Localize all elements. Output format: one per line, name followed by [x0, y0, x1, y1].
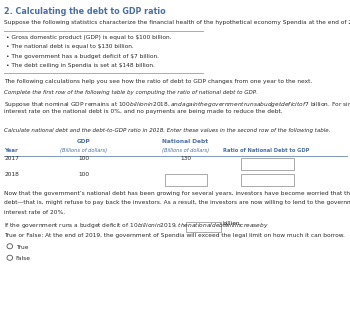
Bar [186, 222, 221, 232]
Text: Suppose the following statistics characterize the financial health of the hypoth: Suppose the following statistics charact… [4, 20, 350, 26]
Text: (Billions of dollars): (Billions of dollars) [162, 148, 209, 153]
Text: Now that the government’s national debt has been growing for several years, inve: Now that the government’s national debt … [4, 191, 350, 197]
Bar [241, 158, 294, 170]
Text: Suppose that nominal GDP remains at $100 billion in 2018, and again the governme: Suppose that nominal GDP remains at $100… [4, 100, 350, 109]
Text: • The national debt is equal to $130 billion.: • The national debt is equal to $130 bil… [6, 44, 134, 49]
Text: (Billions of dollars): (Billions of dollars) [61, 148, 107, 153]
Text: 130: 130 [180, 156, 191, 161]
Text: 100: 100 [78, 156, 90, 161]
Text: interest rate on the national debt is 0%, and no payments are being made to redu: interest rate on the national debt is 0%… [4, 109, 283, 114]
Bar [164, 174, 206, 186]
Text: • The debt ceiling in Spendia is set at $148 billion.: • The debt ceiling in Spendia is set at … [6, 63, 155, 69]
Text: 2017: 2017 [4, 156, 19, 161]
Text: False: False [16, 256, 31, 262]
Text: The following calculations help you see how the ratio of debt to GDP changes fro: The following calculations help you see … [4, 79, 313, 84]
Text: GDP: GDP [77, 139, 91, 144]
Text: If the government runs a budget deficit of $10 billion in 2019, the national deb: If the government runs a budget deficit … [4, 221, 269, 230]
Text: • The government has a budget deficit of $7 billion.: • The government has a budget deficit of… [6, 54, 159, 59]
Text: True or False: At the end of 2019, the government of Spendia will exceed the leg: True or False: At the end of 2019, the g… [4, 233, 345, 238]
Bar [241, 174, 294, 186]
Text: debt—that is, might refuse to pay back the investors. As a result, the investors: debt—that is, might refuse to pay back t… [4, 201, 350, 205]
Circle shape [7, 255, 13, 260]
Text: • Gross domestic product (GDP) is equal to $100 billion.: • Gross domestic product (GDP) is equal … [6, 35, 172, 40]
Text: 2018: 2018 [4, 172, 19, 177]
Text: National Debt: National Debt [162, 139, 209, 144]
Text: 2. Calculating the debt to GDP ratio: 2. Calculating the debt to GDP ratio [4, 7, 166, 16]
Text: 100: 100 [78, 172, 90, 177]
Text: True: True [16, 245, 28, 250]
Text: billion.: billion. [223, 221, 242, 226]
Text: Year: Year [4, 148, 18, 153]
Text: Ratio of National Debt to GDP: Ratio of National Debt to GDP [223, 148, 309, 153]
Text: Calculate national debt and the debt-to-GDP ratio in 2018. Enter these values in: Calculate national debt and the debt-to-… [4, 128, 330, 133]
Text: interest rate of 20%.: interest rate of 20%. [4, 210, 65, 215]
Circle shape [7, 244, 13, 249]
Text: Complete the first row of the following table by computing the ratio of national: Complete the first row of the following … [4, 90, 257, 95]
